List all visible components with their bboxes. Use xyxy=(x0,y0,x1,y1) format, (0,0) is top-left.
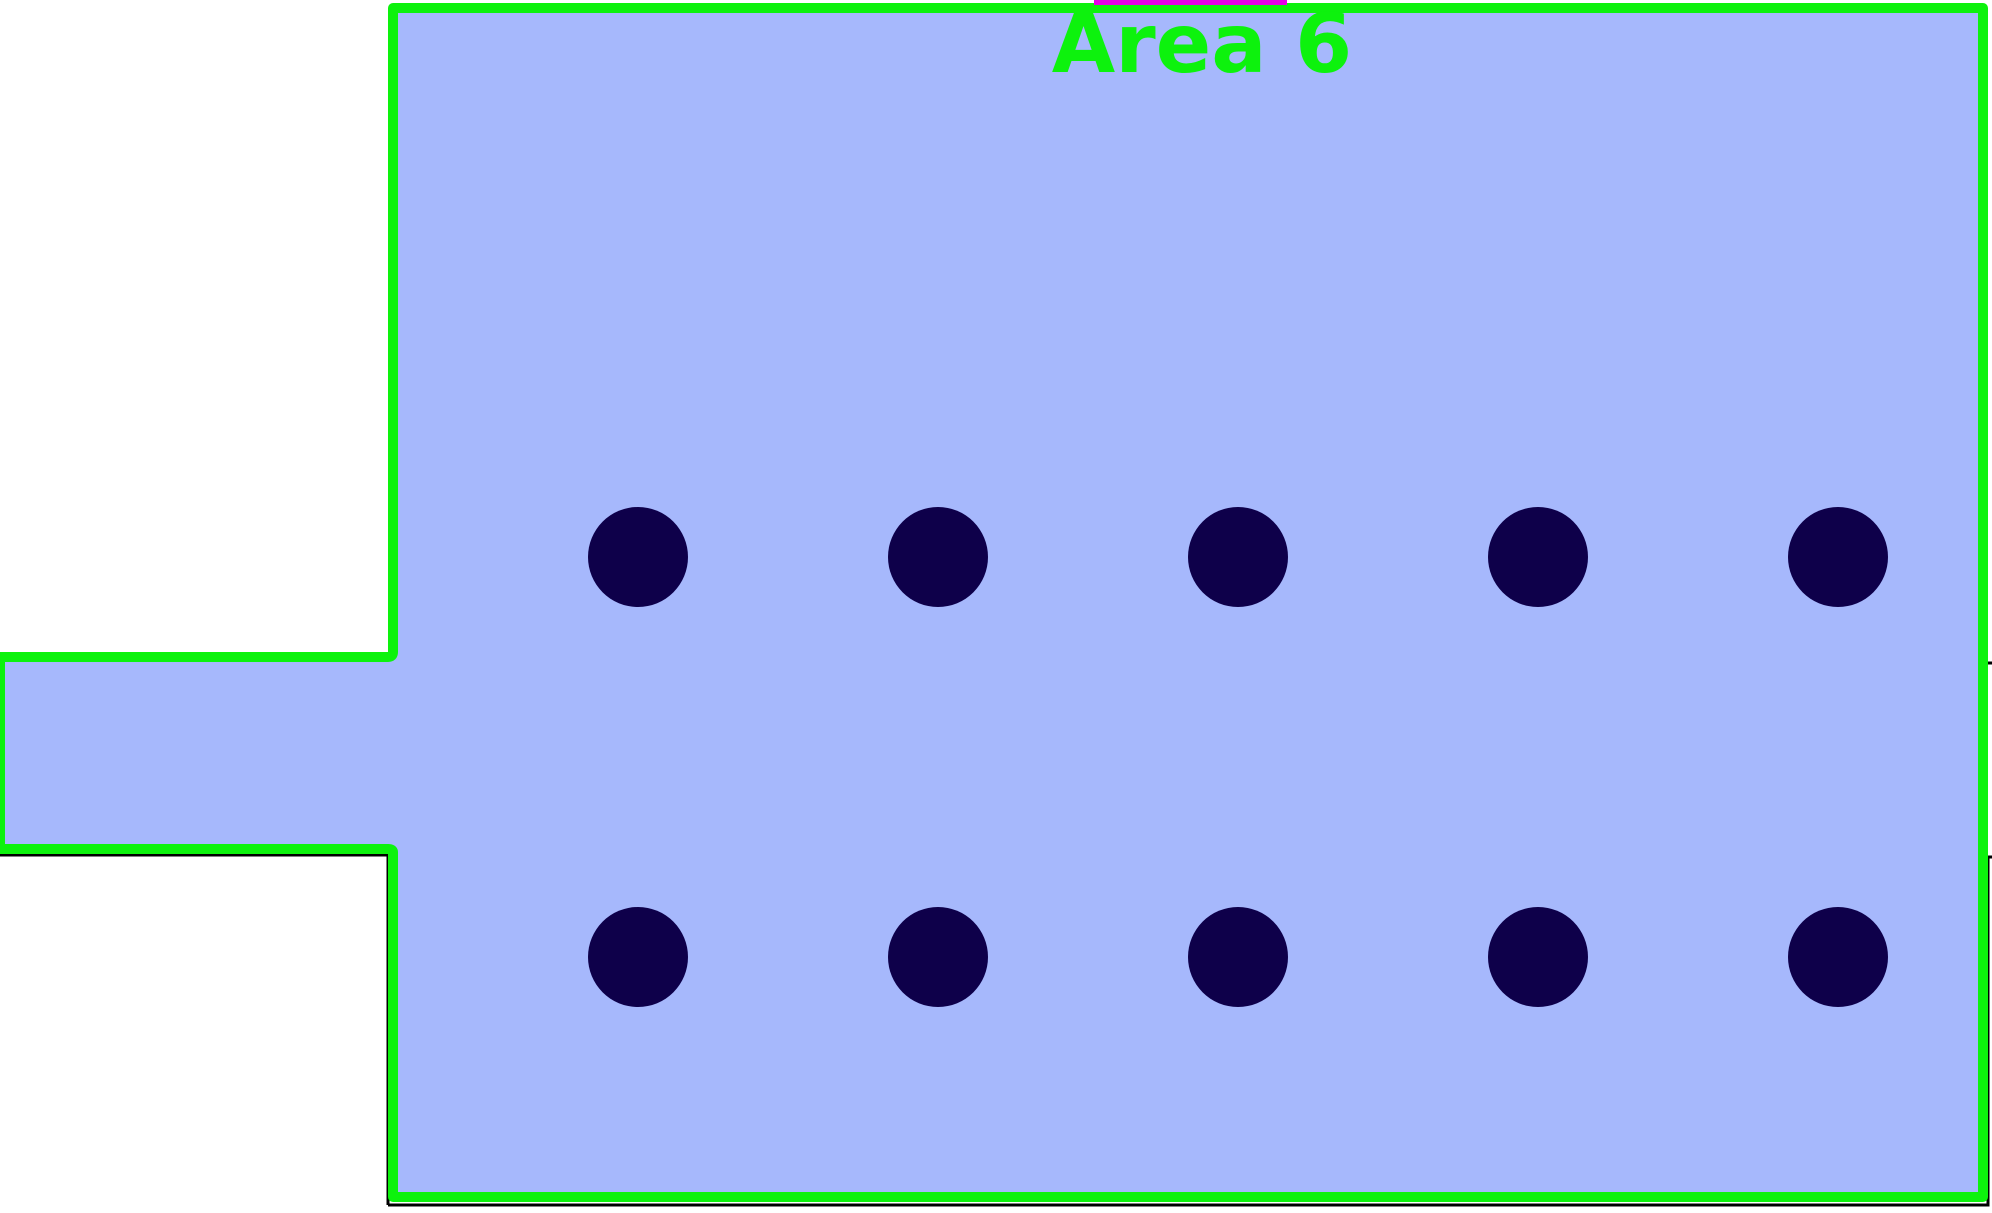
pillar xyxy=(588,907,688,1007)
shadow-line-corridor xyxy=(0,853,390,1205)
pillar-grid xyxy=(588,507,1888,1007)
door-marker xyxy=(1094,0,1287,5)
pillar xyxy=(588,507,688,607)
pillar xyxy=(1188,507,1288,607)
pillar xyxy=(1488,907,1588,1007)
pillar xyxy=(888,507,988,607)
area-label: Area 6 xyxy=(1052,0,1352,92)
pillar xyxy=(1488,507,1588,607)
pillar xyxy=(1788,907,1888,1007)
pillar xyxy=(888,907,988,1007)
pillar xyxy=(1188,907,1288,1007)
pillar xyxy=(1788,507,1888,607)
room-area-6[interactable] xyxy=(0,3,1988,1202)
